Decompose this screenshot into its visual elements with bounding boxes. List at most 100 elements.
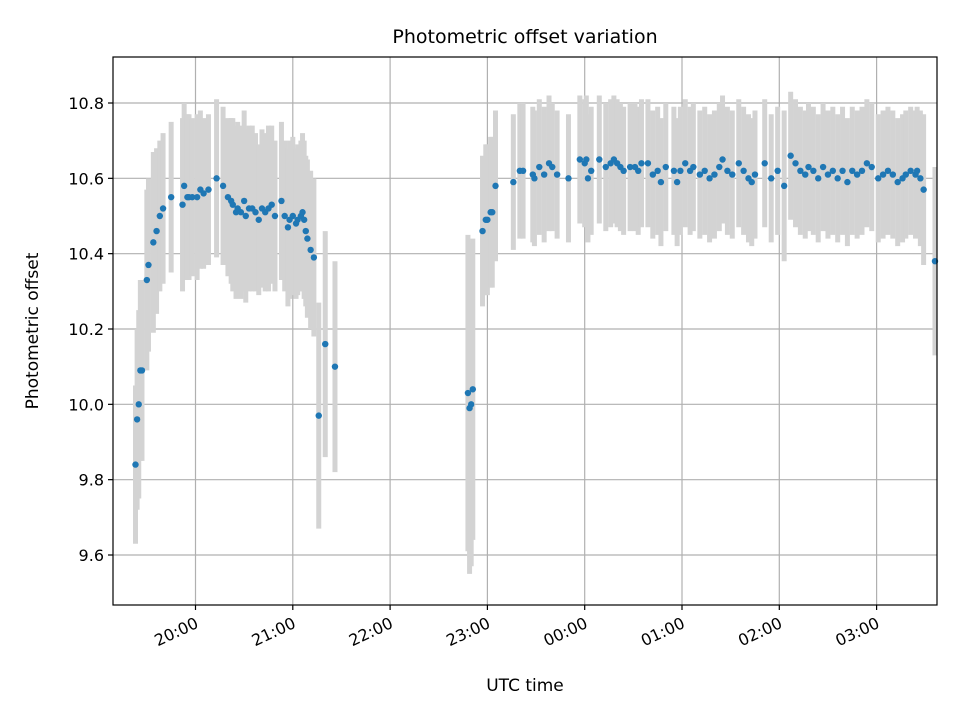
- data-point: [920, 186, 927, 193]
- data-point: [907, 167, 914, 174]
- data-point: [587, 167, 595, 174]
- y-tick-label: 10.4: [68, 245, 104, 264]
- y-tick-label: 10.2: [68, 320, 104, 339]
- data-point: [761, 160, 768, 167]
- data-point: [479, 227, 486, 235]
- data-point: [724, 167, 731, 174]
- data-point: [894, 178, 901, 186]
- data-point: [706, 175, 713, 182]
- data-point: [863, 160, 871, 167]
- data-point: [252, 209, 259, 216]
- data-point: [620, 167, 627, 174]
- data-point: [322, 340, 329, 348]
- data-point: [701, 167, 708, 174]
- data-point: [289, 212, 296, 220]
- data-point: [819, 163, 827, 171]
- data-point: [132, 461, 139, 468]
- data-point: [875, 175, 882, 182]
- data-point: [302, 227, 309, 235]
- data-point: [719, 156, 726, 163]
- data-point: [469, 386, 477, 393]
- data-point: [824, 171, 832, 178]
- data-point: [649, 171, 657, 178]
- data-point: [489, 209, 496, 216]
- data-point: [145, 261, 152, 269]
- data-point: [626, 163, 634, 171]
- data-point: [150, 239, 157, 246]
- data-point: [853, 171, 861, 178]
- data-point: [255, 216, 262, 223]
- y-tick-label: 10.8: [68, 94, 104, 113]
- data-point: [200, 190, 207, 197]
- data-point: [213, 175, 220, 182]
- data-point: [467, 401, 475, 408]
- data-point: [805, 163, 812, 171]
- data-point: [673, 178, 681, 186]
- data-point: [310, 254, 318, 261]
- data-point: [536, 163, 543, 171]
- data-point: [240, 197, 248, 205]
- data-point: [596, 156, 603, 163]
- data-point: [884, 167, 892, 174]
- data-points: [132, 152, 939, 468]
- data-point: [299, 209, 306, 216]
- data-point: [677, 167, 684, 174]
- data-point: [135, 401, 142, 408]
- data-point: [716, 163, 723, 171]
- data-point: [284, 224, 292, 231]
- chart-title: Photometric offset variation: [392, 26, 657, 48]
- data-point: [780, 182, 788, 190]
- data-point: [696, 171, 704, 178]
- y-tick-label: 10.0: [68, 395, 104, 414]
- data-point: [711, 171, 718, 178]
- data-point: [792, 160, 799, 167]
- data-point: [682, 160, 689, 167]
- x-axis-title: UTC time: [486, 676, 564, 696]
- data-point: [670, 167, 678, 174]
- data-point: [583, 156, 590, 163]
- data-point: [307, 246, 314, 254]
- data-point: [156, 212, 164, 220]
- data-point: [179, 201, 186, 208]
- data-point: [797, 167, 804, 174]
- y-tick-label: 10.6: [68, 169, 104, 188]
- data-point: [735, 160, 742, 167]
- data-point: [540, 171, 548, 178]
- y-tick-label: 9.6: [79, 546, 104, 565]
- data-point: [729, 171, 736, 178]
- data-point: [531, 175, 538, 182]
- data-point: [839, 167, 846, 174]
- data-point: [834, 175, 841, 182]
- data-point: [657, 178, 665, 186]
- data-point: [638, 160, 645, 167]
- data-point: [810, 167, 817, 174]
- data-point: [304, 235, 311, 242]
- data-point: [849, 167, 856, 174]
- data-point: [751, 171, 759, 178]
- data-point: [237, 209, 245, 216]
- data-point: [584, 175, 592, 182]
- data-point: [268, 201, 275, 208]
- data-point: [576, 156, 584, 163]
- data-point: [484, 216, 491, 223]
- data-point: [300, 216, 308, 223]
- data-point: [565, 175, 572, 182]
- data-point: [242, 212, 249, 220]
- data-point: [133, 416, 141, 423]
- data-point: [464, 389, 472, 397]
- data-point: [635, 167, 642, 174]
- data-point: [787, 152, 794, 159]
- data-point: [189, 193, 196, 201]
- y-axis-title: Photometric offset: [23, 252, 43, 409]
- data-point: [205, 186, 212, 193]
- data-point: [644, 160, 652, 167]
- data-point: [858, 167, 866, 174]
- data-point: [767, 175, 775, 182]
- data-point: [138, 367, 146, 374]
- data-point: [549, 163, 556, 171]
- data-point: [167, 193, 175, 201]
- data-point: [492, 182, 499, 190]
- data-point: [802, 171, 809, 178]
- data-point: [602, 163, 609, 171]
